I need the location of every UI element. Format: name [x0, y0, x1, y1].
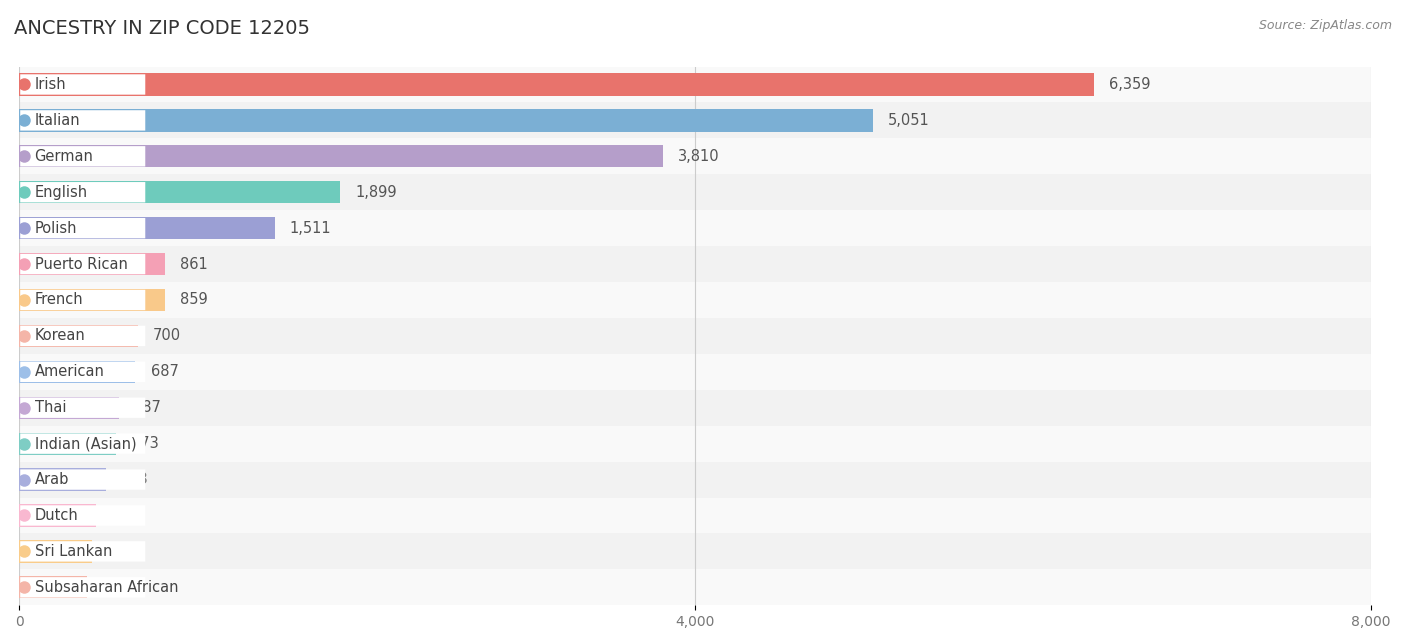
- Text: 1,899: 1,899: [356, 185, 396, 200]
- Text: American: American: [35, 365, 104, 379]
- Text: 431: 431: [107, 544, 135, 559]
- FancyBboxPatch shape: [20, 290, 145, 310]
- Bar: [20, 325, 138, 347]
- FancyBboxPatch shape: [20, 110, 145, 131]
- Text: 700: 700: [153, 328, 181, 343]
- Text: Dutch: Dutch: [35, 508, 79, 523]
- Bar: [20, 175, 1371, 210]
- Text: 3,810: 3,810: [679, 149, 720, 164]
- Bar: [20, 468, 105, 491]
- Text: 513: 513: [121, 472, 149, 487]
- Text: Italian: Italian: [35, 113, 80, 128]
- FancyBboxPatch shape: [20, 541, 145, 562]
- FancyBboxPatch shape: [20, 433, 145, 454]
- Text: Korean: Korean: [35, 328, 86, 343]
- Bar: [20, 533, 1371, 569]
- Text: Puerto Rican: Puerto Rican: [35, 256, 128, 272]
- Bar: [20, 498, 1371, 533]
- Bar: [20, 433, 117, 455]
- Bar: [20, 576, 87, 598]
- Text: English: English: [35, 185, 87, 200]
- Bar: [20, 462, 1371, 498]
- FancyBboxPatch shape: [20, 74, 145, 95]
- FancyBboxPatch shape: [20, 254, 145, 274]
- Bar: [20, 73, 1094, 95]
- Text: Subsaharan African: Subsaharan African: [35, 580, 179, 595]
- Bar: [20, 354, 1371, 390]
- Text: 5,051: 5,051: [889, 113, 929, 128]
- Bar: [20, 253, 165, 275]
- FancyBboxPatch shape: [20, 577, 145, 598]
- Bar: [20, 246, 1371, 282]
- Text: Arab: Arab: [35, 472, 69, 487]
- Bar: [20, 138, 1371, 175]
- Bar: [20, 181, 340, 204]
- Bar: [20, 397, 118, 419]
- Text: Thai: Thai: [35, 400, 66, 415]
- Bar: [20, 318, 1371, 354]
- Text: 859: 859: [180, 292, 208, 307]
- FancyBboxPatch shape: [20, 362, 145, 382]
- Bar: [20, 217, 274, 240]
- FancyBboxPatch shape: [20, 397, 145, 418]
- Text: 861: 861: [180, 256, 208, 272]
- Text: ANCESTRY IN ZIP CODE 12205: ANCESTRY IN ZIP CODE 12205: [14, 19, 311, 39]
- Text: Irish: Irish: [35, 77, 66, 92]
- Bar: [20, 102, 1371, 138]
- FancyBboxPatch shape: [20, 469, 145, 489]
- Text: Sri Lankan: Sri Lankan: [35, 544, 112, 559]
- Text: Polish: Polish: [35, 221, 77, 236]
- Bar: [20, 390, 1371, 426]
- Text: 687: 687: [150, 365, 179, 379]
- FancyBboxPatch shape: [20, 326, 145, 346]
- Text: 573: 573: [131, 436, 159, 451]
- Text: 403: 403: [103, 580, 131, 595]
- Bar: [20, 109, 873, 131]
- Bar: [20, 66, 1371, 102]
- Text: 455: 455: [111, 508, 139, 523]
- Text: Source: ZipAtlas.com: Source: ZipAtlas.com: [1258, 19, 1392, 32]
- Bar: [20, 145, 664, 167]
- Bar: [20, 289, 165, 311]
- FancyBboxPatch shape: [20, 506, 145, 526]
- Bar: [20, 540, 93, 563]
- FancyBboxPatch shape: [20, 182, 145, 202]
- FancyBboxPatch shape: [20, 218, 145, 238]
- Bar: [20, 210, 1371, 246]
- Text: 6,359: 6,359: [1109, 77, 1150, 92]
- Text: Indian (Asian): Indian (Asian): [35, 436, 136, 451]
- FancyBboxPatch shape: [20, 146, 145, 167]
- Bar: [20, 504, 96, 527]
- Bar: [20, 426, 1371, 462]
- Bar: [20, 361, 135, 383]
- Text: 587: 587: [134, 400, 162, 415]
- Text: French: French: [35, 292, 83, 307]
- Text: German: German: [35, 149, 93, 164]
- Text: 1,511: 1,511: [290, 221, 332, 236]
- Bar: [20, 282, 1371, 318]
- Bar: [20, 569, 1371, 605]
